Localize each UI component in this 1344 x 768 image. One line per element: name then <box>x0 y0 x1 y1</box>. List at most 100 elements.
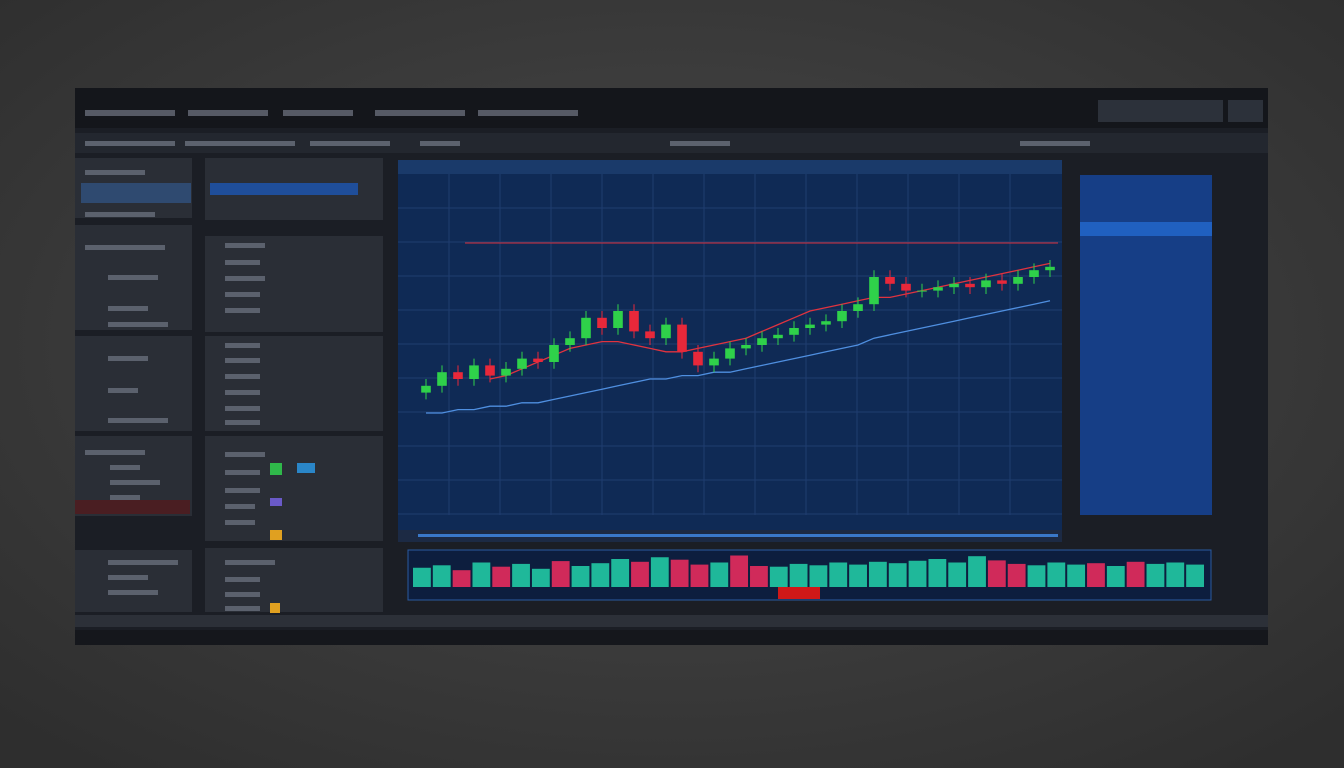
volume-bar <box>1186 564 1204 587</box>
volume-bar <box>512 563 530 587</box>
text-placeholder <box>225 520 255 525</box>
moving-average <box>489 262 1051 380</box>
candle-body <box>869 277 879 305</box>
candle-body <box>581 317 591 339</box>
candle-body <box>981 280 991 288</box>
volume-bar <box>1146 563 1165 587</box>
volume-bar <box>1027 565 1046 587</box>
volume-bar <box>1126 561 1145 587</box>
volume-bar <box>769 566 788 587</box>
volume-bar <box>987 560 1006 587</box>
candle-body <box>757 338 767 345</box>
candle-body <box>661 324 671 339</box>
text-placeholder <box>110 495 140 500</box>
order-book-selected-row[interactable] <box>1080 222 1212 236</box>
volume-bar <box>472 562 491 587</box>
candle-body <box>837 311 847 322</box>
text-placeholder <box>110 465 140 470</box>
candle-body <box>421 385 431 393</box>
volume-bar <box>849 564 867 587</box>
volume-bar <box>968 556 986 587</box>
text-placeholder <box>225 406 260 411</box>
candle-body <box>821 321 831 325</box>
text-placeholder <box>108 560 178 565</box>
candle-body <box>597 317 607 328</box>
candle-body <box>741 345 751 349</box>
menu-button[interactable] <box>1228 100 1263 122</box>
candle-body <box>613 311 623 328</box>
chart-toolbar <box>398 160 1062 174</box>
candle-body <box>533 358 543 362</box>
top-bar-items <box>85 100 1263 146</box>
volume-bar <box>1106 566 1125 587</box>
text-placeholder <box>225 452 265 457</box>
text-placeholder <box>108 575 148 580</box>
scroll-thumb[interactable] <box>418 534 1058 537</box>
text-placeholder <box>225 276 265 281</box>
text-placeholder <box>108 356 148 361</box>
candle-body <box>965 283 975 288</box>
volume-bar <box>730 555 749 587</box>
text-placeholder <box>225 358 260 363</box>
volume-bar <box>591 563 610 587</box>
candle-body <box>1013 277 1023 284</box>
text-placeholder <box>108 322 168 327</box>
text-placeholder <box>225 577 260 582</box>
text-placeholder <box>85 450 145 455</box>
text-placeholder <box>225 390 260 395</box>
volume-bar <box>710 562 729 587</box>
volume-bar <box>1166 562 1185 587</box>
text-placeholder <box>108 306 148 311</box>
text-placeholder <box>85 245 165 250</box>
text-placeholder <box>225 592 260 597</box>
volume-highlight <box>778 587 820 599</box>
volume-bar <box>413 567 431 587</box>
footer <box>75 630 1268 645</box>
candle-body <box>1029 270 1039 277</box>
candle-body <box>437 372 447 386</box>
text-placeholder <box>225 606 260 611</box>
candle-body <box>485 365 495 376</box>
volume-bar <box>868 561 887 587</box>
candle-body <box>677 324 687 352</box>
candle-body <box>789 328 799 335</box>
candle-body <box>805 324 815 328</box>
candle-body <box>1045 266 1055 271</box>
left-panels <box>75 158 383 613</box>
plot <box>413 242 1204 587</box>
tab-button[interactable] <box>81 183 191 203</box>
volume-bar <box>1007 563 1026 587</box>
candle-body <box>885 277 895 284</box>
candle-body <box>645 331 655 339</box>
text-placeholder <box>225 243 265 248</box>
moving-average <box>426 300 1051 414</box>
candle-body <box>565 338 575 345</box>
volume-bar <box>1067 564 1086 587</box>
candle-body <box>725 348 735 359</box>
volume-bar <box>531 568 550 587</box>
text-placeholder <box>108 418 168 423</box>
volume-bar <box>888 563 907 587</box>
candle-body <box>773 334 783 339</box>
text-placeholder <box>225 504 255 509</box>
volume-bar <box>789 563 808 587</box>
candle-body <box>949 283 959 288</box>
text-placeholder <box>108 275 158 280</box>
volume-bar <box>1087 563 1105 587</box>
candle-body <box>917 290 927 292</box>
volume-bar <box>670 559 689 587</box>
volume-bar <box>492 566 511 587</box>
candle-body <box>901 283 911 291</box>
volume-bar <box>809 565 828 587</box>
search-box[interactable] <box>1098 100 1223 122</box>
candle-body <box>453 372 463 379</box>
candle-body <box>853 304 863 311</box>
text-placeholder <box>108 388 138 393</box>
text-placeholder <box>85 170 145 175</box>
candle-body <box>469 365 479 379</box>
text-placeholder <box>225 560 275 565</box>
volume-bar <box>571 566 590 587</box>
volume-bar <box>611 559 630 587</box>
volume-bar <box>948 562 967 587</box>
